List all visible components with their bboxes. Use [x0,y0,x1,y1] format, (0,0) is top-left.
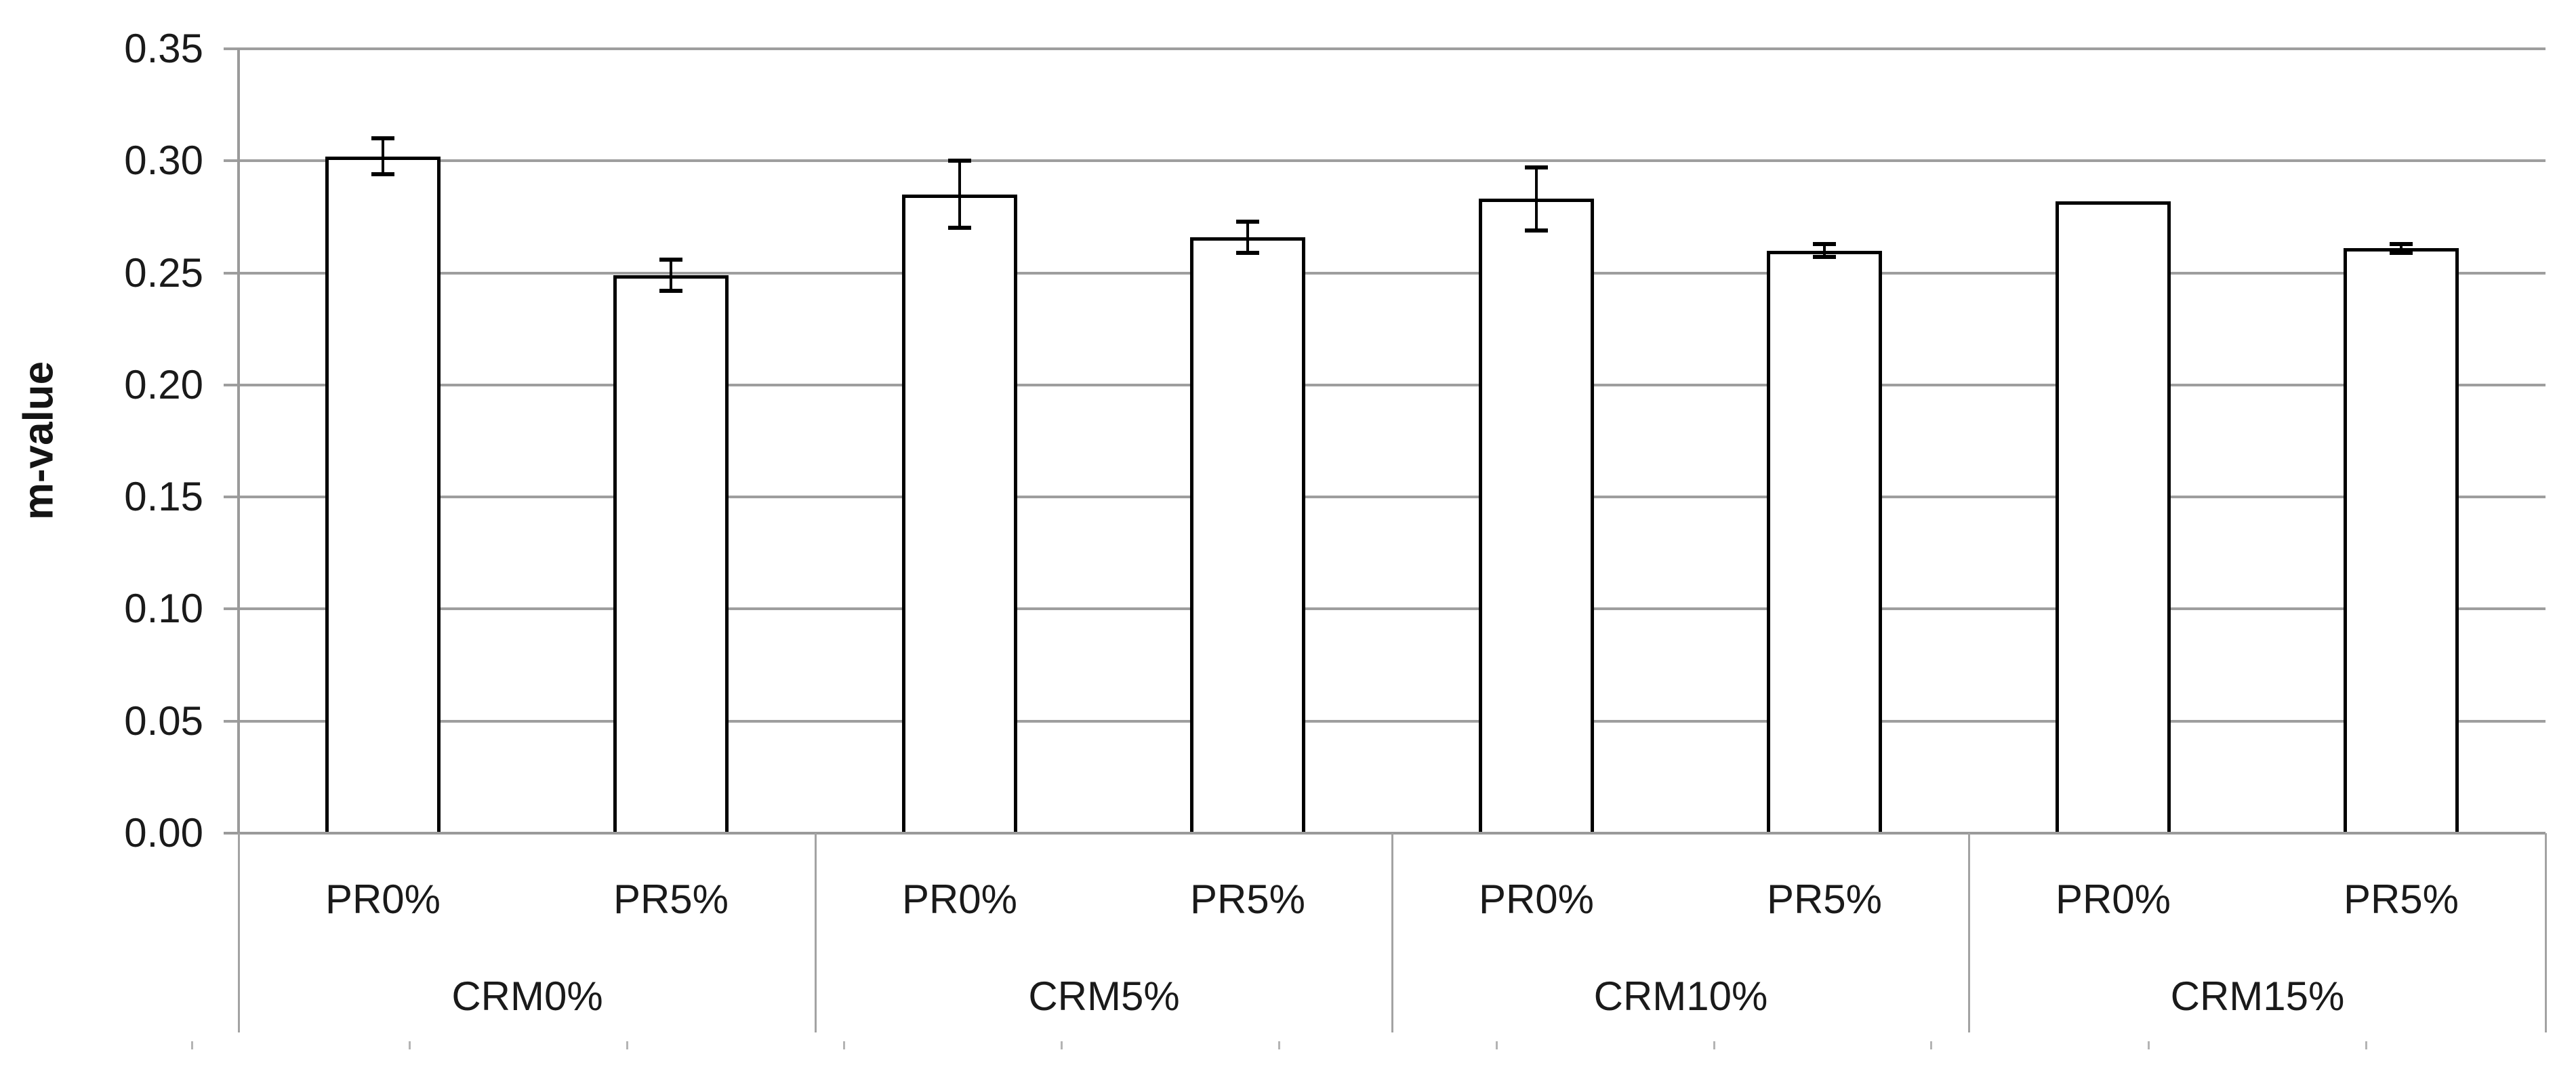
gridline [224,384,2546,386]
bar-category-label: PR0% [325,877,441,922]
group-separator [1391,833,1393,1032]
gridline [224,720,2546,723]
bar [902,195,1017,833]
bottom-tick [2365,1041,2367,1049]
group-separator [238,833,240,1032]
y-tick-label: 0.35 [124,26,203,71]
group-separator [2545,833,2547,1032]
error-bar-top-cap [1813,242,1836,246]
group-label: CRM5% [1028,973,1180,1019]
y-tick-label: 0.15 [124,474,203,519]
y-tick-label: 0.10 [124,586,203,631]
error-bar [382,138,384,174]
bottom-tick [2148,1041,2150,1049]
gridline [224,496,2546,498]
error-bar-bottom-cap [659,289,682,293]
bar-category-label: PR0% [901,877,1018,922]
bottom-tick [409,1041,411,1049]
bottom-tick [1930,1041,1932,1049]
bottom-tick [1496,1041,1498,1049]
error-bar [2400,244,2403,253]
error-bar-bottom-cap [1525,228,1548,233]
error-bar [1823,244,1826,257]
y-tick-label: 0.00 [124,810,203,856]
gridline [224,607,2546,610]
x-axis-line [224,832,2546,835]
bar [325,157,441,833]
error-bar-bottom-cap [1236,251,1259,255]
error-bar-bottom-cap [948,226,971,230]
bar-category-label: PR0% [1478,877,1595,922]
group-separator [815,833,817,1032]
bar [613,275,729,833]
bottom-tick [843,1041,845,1049]
gridline [224,159,2546,162]
bar-category-label: PR5% [1766,877,1883,922]
error-bar [1246,222,1249,253]
y-tick-label: 0.30 [124,138,203,183]
bar [1767,251,1882,833]
error-bar-top-cap [948,159,971,163]
error-bar-bottom-cap [371,172,394,176]
bar [1479,199,1594,833]
bar [2344,248,2459,833]
error-bar-top-cap [1236,220,1259,224]
bar-category-label: PR5% [613,877,729,922]
error-bar-top-cap [2390,242,2413,246]
error-bar-bottom-cap [1813,255,1836,259]
bar-category-label: PR0% [2055,877,2171,922]
group-label: CRM15% [2170,973,2345,1019]
y-tick-label: 0.25 [124,250,203,296]
bottom-tick [1278,1041,1280,1049]
error-bar [958,161,961,228]
error-bar-top-cap [659,258,682,262]
bar-category-label: PR5% [1189,877,1306,922]
gridline [224,272,2546,275]
bottom-tick [1061,1041,1063,1049]
bottom-tick [191,1041,193,1049]
group-label: CRM10% [1593,973,1768,1019]
group-separator [1968,833,1970,1032]
error-bar-top-cap [371,136,394,140]
bar [2056,201,2171,833]
y-axis-line [237,49,240,833]
error-bar [1535,167,1538,230]
bottom-tick [1713,1041,1715,1049]
error-bar-bottom-cap [2390,251,2413,255]
error-bar [670,260,672,291]
bar-category-label: PR5% [2343,877,2459,922]
bar [1190,237,1305,833]
error-bar-top-cap [1525,165,1548,169]
bottom-tick [626,1041,628,1049]
y-tick-label: 0.05 [124,698,203,744]
group-label: CRM0% [451,973,603,1019]
gridline [224,47,2546,50]
y-tick-label: 0.20 [124,362,203,407]
